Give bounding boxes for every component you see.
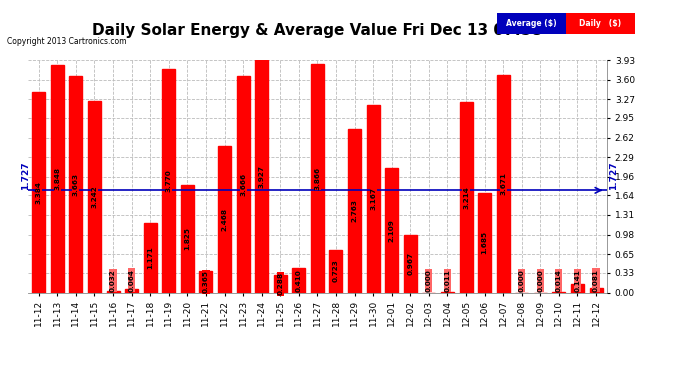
- Text: 1.727: 1.727: [21, 162, 30, 190]
- Bar: [460, 102, 473, 292]
- Text: 3.866: 3.866: [315, 166, 320, 190]
- Text: 1.171: 1.171: [147, 246, 153, 269]
- Text: 0.081: 0.081: [593, 269, 599, 292]
- Bar: [293, 268, 305, 292]
- Text: 1.727: 1.727: [609, 162, 618, 190]
- Bar: [366, 105, 380, 292]
- Text: 3.384: 3.384: [36, 181, 42, 204]
- Text: Copyright 2013 Cartronics.com: Copyright 2013 Cartronics.com: [7, 38, 126, 46]
- Text: 1.825: 1.825: [184, 227, 190, 250]
- Text: 3.671: 3.671: [500, 172, 506, 195]
- Text: 3.663: 3.663: [73, 172, 79, 196]
- Text: Daily   ($): Daily ($): [579, 19, 622, 28]
- Bar: [218, 147, 231, 292]
- Text: 3.666: 3.666: [240, 172, 246, 196]
- Text: 3.848: 3.848: [55, 167, 60, 190]
- Bar: [348, 129, 361, 292]
- Bar: [181, 184, 194, 292]
- Text: 0.288: 0.288: [277, 273, 284, 296]
- Bar: [571, 284, 584, 292]
- Bar: [497, 75, 510, 292]
- Bar: [330, 250, 342, 292]
- Text: Daily Solar Energy & Average Value Fri Dec 13 07:58: Daily Solar Energy & Average Value Fri D…: [92, 22, 542, 38]
- Bar: [144, 223, 157, 292]
- Bar: [162, 69, 175, 292]
- Text: 0.000: 0.000: [538, 269, 543, 292]
- Bar: [237, 76, 250, 292]
- Text: 3.214: 3.214: [463, 186, 469, 209]
- Text: Average ($): Average ($): [506, 19, 557, 28]
- Bar: [199, 271, 213, 292]
- Text: 0.014: 0.014: [556, 269, 562, 292]
- Bar: [589, 288, 602, 292]
- Text: 3.770: 3.770: [166, 170, 172, 192]
- Text: 0.365: 0.365: [203, 270, 209, 293]
- Text: 1.685: 1.685: [482, 231, 488, 254]
- Bar: [32, 92, 46, 292]
- Bar: [255, 60, 268, 292]
- Bar: [311, 64, 324, 292]
- Text: 3.242: 3.242: [92, 185, 97, 208]
- Bar: [51, 65, 63, 292]
- Text: 0.011: 0.011: [444, 269, 451, 292]
- Text: 3.167: 3.167: [370, 188, 376, 210]
- Text: 0.410: 0.410: [296, 269, 302, 292]
- Text: 0.723: 0.723: [333, 260, 339, 282]
- Bar: [274, 276, 287, 292]
- Text: 2.468: 2.468: [221, 208, 228, 231]
- Bar: [404, 235, 417, 292]
- Bar: [70, 76, 82, 292]
- Text: 2.763: 2.763: [351, 200, 357, 222]
- Text: 0.967: 0.967: [407, 252, 413, 275]
- Text: 0.000: 0.000: [519, 269, 525, 292]
- Text: 0.064: 0.064: [128, 269, 135, 292]
- Text: 3.927: 3.927: [259, 165, 265, 188]
- Bar: [106, 291, 119, 292]
- Text: 2.109: 2.109: [388, 219, 395, 242]
- Bar: [478, 193, 491, 292]
- Bar: [125, 289, 138, 292]
- Bar: [385, 168, 398, 292]
- Text: 0.032: 0.032: [110, 269, 116, 292]
- Text: 0.141: 0.141: [575, 269, 580, 292]
- Bar: [88, 101, 101, 292]
- Text: 0.000: 0.000: [426, 269, 432, 292]
